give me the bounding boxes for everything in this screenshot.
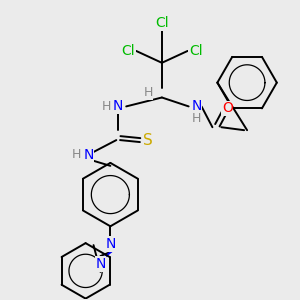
Text: S: S xyxy=(143,133,153,148)
Text: H: H xyxy=(143,86,153,99)
Text: Cl: Cl xyxy=(189,44,202,58)
Text: N: N xyxy=(105,237,116,251)
Text: H: H xyxy=(192,112,201,125)
Text: H: H xyxy=(72,148,81,161)
Text: N: N xyxy=(83,148,94,162)
Text: H: H xyxy=(102,100,111,113)
Text: N: N xyxy=(191,99,202,113)
Text: O: O xyxy=(222,101,233,116)
Text: N: N xyxy=(113,99,124,113)
Text: Cl: Cl xyxy=(122,44,135,58)
Text: N: N xyxy=(95,257,106,271)
Text: Cl: Cl xyxy=(155,16,169,30)
